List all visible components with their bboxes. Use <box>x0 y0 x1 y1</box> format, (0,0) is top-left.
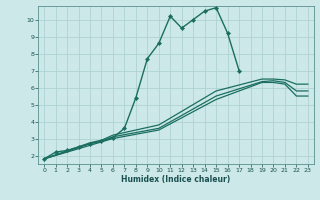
X-axis label: Humidex (Indice chaleur): Humidex (Indice chaleur) <box>121 175 231 184</box>
